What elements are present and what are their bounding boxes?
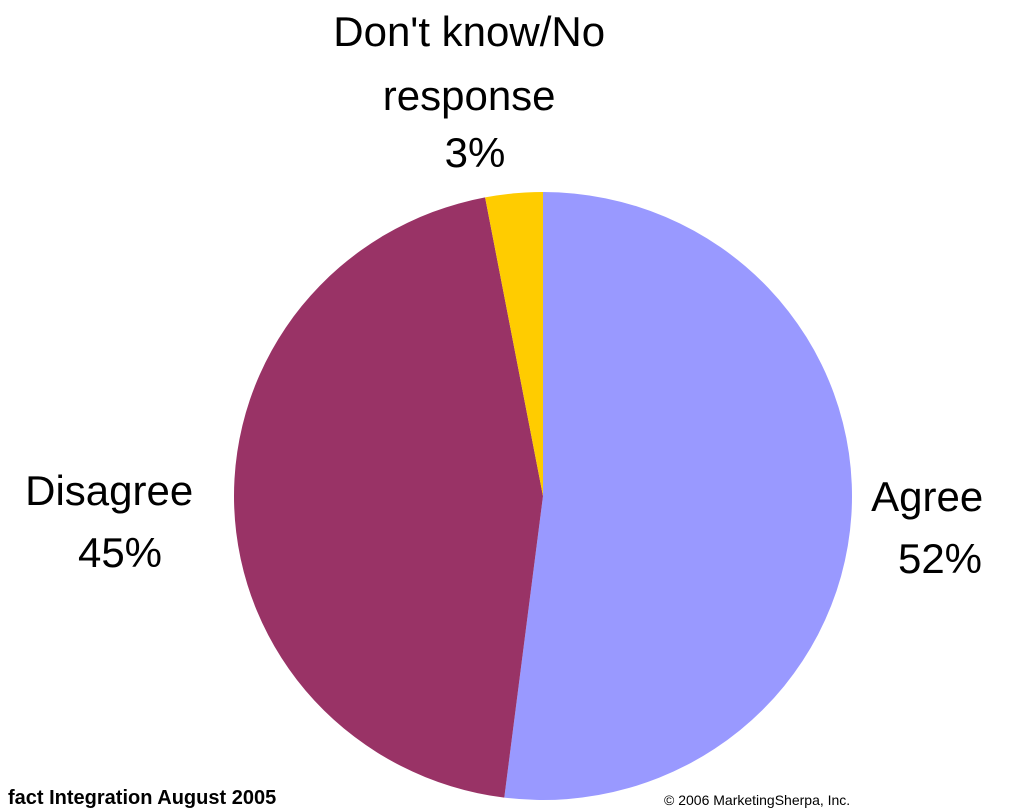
slice-label-agree: Agree 52%: [871, 473, 995, 582]
slice-label-dontknow: Don't know/No response 3%: [333, 8, 616, 176]
copyright-note: © 2006 MarketingSherpa, Inc.: [664, 792, 851, 808]
pie-slice-don-t-know-no-response: [485, 192, 543, 496]
slice-label-dontknow-value: 3%: [445, 129, 506, 176]
pie-slice-disagree: [234, 197, 544, 798]
pie-slice-agree: [504, 192, 852, 800]
slice-label-agree-name: Agree: [871, 473, 983, 520]
pie-slices: [234, 192, 852, 800]
slice-label-disagree-value: 45%: [78, 529, 162, 576]
slice-label-dontknow-line2: response: [383, 72, 556, 119]
slice-label-disagree-name: Disagree: [25, 467, 193, 514]
slice-label-disagree: Disagree 45%: [25, 467, 205, 576]
slice-label-dontknow-line1: Don't know/No: [333, 8, 605, 55]
slice-label-agree-value: 52%: [898, 535, 982, 582]
source-note: fact Integration August 2005: [8, 787, 277, 809]
